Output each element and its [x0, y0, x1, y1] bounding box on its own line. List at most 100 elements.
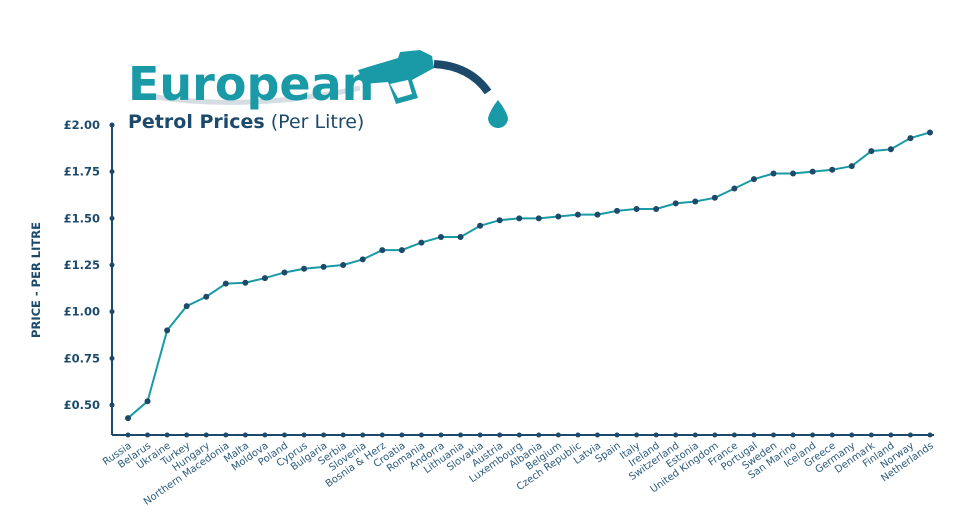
data-point [457, 234, 464, 240]
data-point [535, 215, 542, 222]
x-tick-dot [164, 432, 170, 438]
x-tick-dot [868, 432, 874, 438]
data-point [633, 206, 640, 212]
x-tick-dot [888, 432, 894, 438]
data-point [574, 211, 581, 218]
x-tick-dot [634, 432, 640, 438]
x-tick-dot [458, 432, 464, 438]
data-point [653, 206, 660, 212]
x-tick-dot [810, 432, 816, 438]
data-point [203, 293, 210, 300]
data-point [301, 265, 308, 272]
y-tick-dot [109, 122, 115, 128]
x-tick-dot [849, 432, 855, 438]
y-tick-dot [109, 309, 115, 315]
x-tick-dot [223, 432, 229, 438]
x-tick-dot [751, 432, 757, 438]
y-tick-label: £0.75 [64, 351, 100, 365]
data-point [848, 163, 855, 170]
logo: European Petrol Prices (Per Litre) [128, 50, 508, 133]
data-point [731, 185, 738, 192]
data-point [164, 327, 171, 334]
fuel-nozzle-icon [358, 50, 508, 128]
data-point [809, 168, 816, 175]
data-point [379, 247, 386, 254]
logo-swoosh [147, 85, 361, 105]
x-tick-dot [653, 432, 659, 438]
data-point [281, 269, 288, 276]
y-tick-dot [109, 262, 115, 268]
data-point [183, 303, 190, 310]
data-point [418, 239, 425, 246]
data-point [516, 215, 523, 222]
x-tick-dot [360, 432, 366, 438]
x-tick-dot [497, 432, 503, 438]
y-tick-dot [109, 215, 115, 221]
x-tick-dot [281, 432, 287, 438]
chart-title: European [128, 57, 374, 111]
x-tick-dot [516, 432, 522, 438]
y-tick-dot [109, 355, 115, 361]
data-point [359, 256, 366, 263]
data-point [398, 247, 405, 254]
y-axis-label: PRICE - PER LITRE [29, 222, 43, 338]
y-tick-label: £0.50 [64, 398, 100, 412]
x-tick-dot [145, 432, 151, 438]
x-tick-dot [203, 432, 209, 438]
data-point [750, 176, 757, 183]
x-tick-dot [594, 432, 600, 438]
data-point [340, 262, 347, 268]
x-tick-dot [379, 432, 385, 438]
subtitle-rest: (Per Litre) [271, 111, 365, 133]
fuel-drop-icon [488, 100, 508, 128]
x-tick-dot [555, 432, 561, 438]
price-line [127, 131, 931, 419]
data-point [496, 217, 503, 224]
data-point [692, 198, 699, 205]
data-point [829, 166, 836, 173]
data-point [144, 398, 151, 405]
y-tick-label: £1.75 [64, 165, 100, 179]
x-tick-dot [262, 432, 268, 438]
data-point [907, 135, 914, 142]
x-tick-dot [907, 432, 913, 438]
x-tick-dot [301, 432, 307, 438]
x-tick-dot [399, 432, 405, 438]
x-tick-dot [614, 432, 620, 438]
y-tick-label: £1.00 [64, 305, 100, 319]
x-tick-dot [692, 432, 698, 438]
x-tick-dot [790, 432, 796, 438]
data-point [614, 207, 621, 214]
data-point [242, 279, 249, 286]
y-tick-label: £1.25 [64, 258, 100, 272]
data-point [477, 222, 484, 229]
x-tick-dot [418, 432, 424, 438]
x-tick-dot [731, 432, 737, 438]
x-tick-dot [321, 432, 327, 438]
data-point [594, 211, 601, 218]
data-point [437, 234, 444, 240]
y-tick-label: £2.00 [64, 118, 100, 132]
subtitle-bold: Petrol Prices [128, 111, 265, 133]
data-point [887, 146, 894, 153]
data-point [672, 200, 679, 207]
data-point [555, 213, 562, 220]
data-point [320, 263, 327, 270]
x-tick-dot [184, 432, 190, 438]
x-tick-dot [712, 432, 718, 438]
data-point [770, 170, 777, 177]
x-tick-dot [477, 432, 483, 438]
data-point [125, 415, 131, 422]
data-point [927, 129, 933, 136]
y-tick-dot [109, 169, 115, 175]
x-tick-dot [829, 432, 835, 438]
data-point [868, 148, 875, 155]
y-tick-label: £1.50 [64, 211, 100, 225]
x-tick-dot [771, 432, 777, 438]
data-point [790, 170, 797, 177]
data-point [711, 194, 718, 201]
x-tick-dot [536, 432, 542, 438]
data-point [222, 280, 229, 287]
x-tick-dot [242, 432, 248, 438]
